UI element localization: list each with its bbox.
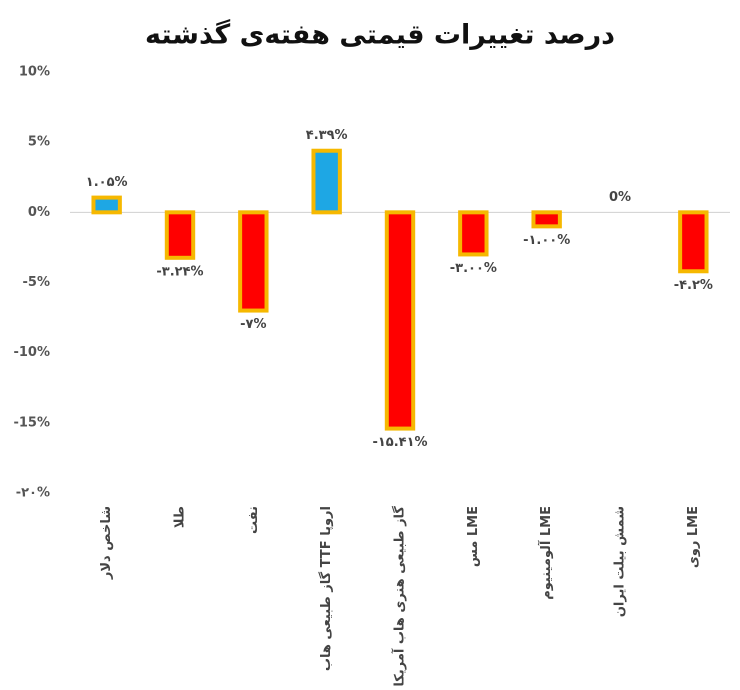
value-label: -۱.۰۰%	[523, 233, 570, 248]
y-tick-label: -5%	[23, 275, 50, 290]
y-tick-label: -۲۰%	[16, 486, 50, 501]
bar	[164, 210, 196, 260]
x-tick-label: گاز طبیعی هنری هاب آمریکا	[391, 506, 408, 687]
bar	[531, 210, 562, 229]
value-label: -۳.۰۰%	[450, 261, 497, 276]
x-tick-label: مس LME	[466, 506, 481, 567]
x-tick-label: طلا	[173, 506, 188, 528]
value-label: 0%	[609, 190, 631, 205]
bar	[91, 195, 122, 215]
value-label: -۱۵.۴۱%	[372, 435, 427, 450]
y-tick-label: -10%	[13, 345, 50, 360]
bar	[458, 210, 489, 257]
value-label: ۴.۳۹%	[306, 128, 348, 143]
bar	[384, 210, 416, 431]
y-tick-label: -15%	[13, 415, 50, 430]
y-tick-label: 0%	[28, 205, 50, 220]
x-tick-label: گاز طبیعی هاب TTF اروپا	[318, 506, 334, 671]
x-tick-label: روی LME	[686, 506, 701, 568]
value-label: -۷%	[240, 317, 266, 332]
value-label: -۳.۲۴%	[156, 264, 203, 279]
x-tick-label: نفت	[246, 506, 261, 534]
chart-title: درصد تغییرات قیمتی هفته‌ی گذشته	[145, 19, 615, 51]
x-tick-label: شمش بیلت ایران	[613, 506, 628, 617]
y-tick-label: 10%	[19, 65, 50, 80]
value-label: ۱.۰۵%	[86, 175, 128, 190]
bar	[311, 148, 342, 215]
bar	[678, 210, 709, 274]
y-tick-label: 5%	[28, 135, 50, 150]
value-label: -۴.۲%	[674, 278, 713, 293]
x-tick-label: شاخص دلار	[99, 506, 114, 580]
bar	[238, 210, 269, 313]
x-tick-label: آلومینیوم LME	[537, 506, 554, 600]
